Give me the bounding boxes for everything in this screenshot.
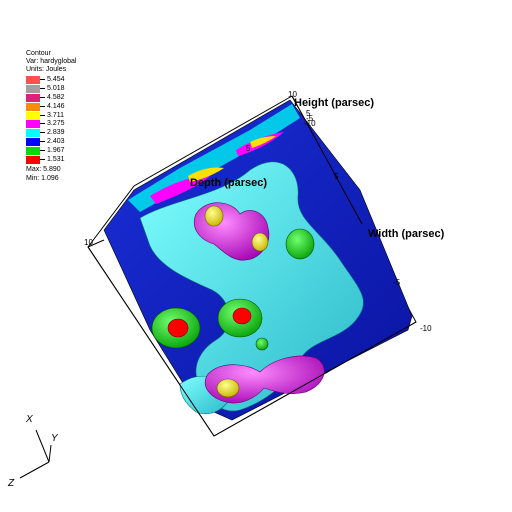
isosurface-red-center [232,307,252,325]
isosurface-cyan-top-face [128,104,300,212]
legend-tick-mark [40,132,45,134]
legend-min: Min: 1.096 [26,174,59,182]
legend-color-swatch [26,102,40,111]
legend-color-swatch [26,93,40,102]
legend-level-row: 4.582 [26,93,76,103]
legend-color-swatch [26,84,40,93]
legend-level-row: 2.839 [26,129,76,138]
legend-level-value: 1.531 [47,156,65,164]
legend-level-value: 4.582 [47,93,65,101]
tick-width-b: -5 [393,278,401,287]
legend-level-value: 2.403 [47,138,65,146]
legend-tick-mark [40,150,45,152]
contour-legend: Contour Var: hardyglobal Units: Joules 5… [26,50,76,183]
legend-color-swatch [26,156,40,165]
isosurface-magenta-top [150,176,210,204]
legend-tick-mark [40,79,45,80]
legend-level-row: 3.711 [26,111,76,121]
isosurface-green-right [285,228,315,260]
triad-z-label: Z [8,478,15,489]
triad-x-label: X [26,414,33,425]
tick-depth-b: 10 [84,238,93,247]
legend-tick-mark [40,159,45,161]
isosurface-yellow-upper-1 [204,205,224,227]
tick-width-a: 5 [334,172,339,181]
tick-height-a: 5 [306,109,311,118]
legend-level-value: 5.018 [47,84,65,92]
legend-level-row: 1.967 [26,147,76,156]
legend-tick-mark [40,96,45,98]
legend-level-row: 4.146 [26,102,76,112]
triad-z-axis [19,461,50,479]
legend-level-row: 5.018 [26,84,76,94]
legend-color-swatch [26,120,40,129]
legend-tick-mark [40,87,45,89]
tick-depth-a: 5 [246,144,251,153]
tick-height-top: 10 [288,90,297,99]
triad-x-axis [35,429,50,463]
legend-level-value: 1.967 [47,147,65,155]
legend-title: Contour [26,50,51,57]
legend-level-value: 3.275 [47,120,65,128]
legend-level-value: 4.146 [47,102,65,110]
legend-level-value: 5.454 [47,76,65,83]
isosurface-yellow-upper-2 [251,232,269,252]
bounding-box-front [87,246,417,437]
isosurface-yellow-top [188,167,224,182]
legend-color-swatch [26,138,40,147]
isosurface-yellow-lower [216,378,240,398]
legend-level-value: 3.711 [47,111,64,119]
triad-y-label: Y [51,433,58,444]
legend-max: Max: 5.890 [26,165,61,173]
isosurface-red-left [167,318,189,338]
legend-level-row: 5.454 [26,76,76,85]
legend-levels: 5.454 5.018 4.582 4.146 3.711 3.275 2.839 2.403… [26,76,76,165]
legend-level-value: 2.839 [47,129,65,137]
width-axis-line [291,95,363,225]
legend-tick-mark [40,105,45,107]
legend-color-swatch [26,147,40,156]
tick-height-b: -5 [306,114,314,123]
isosurface-yellow-top-2 [250,136,276,148]
legend-tick-mark [40,123,45,125]
tick-width-c: -10 [420,324,432,333]
legend-variable: Var: hardyglobal [26,58,77,65]
legend-tick-mark [40,141,45,143]
legend-level-row: 3.275 [26,120,76,129]
legend-level-row: 2.403 [26,138,76,147]
tick-height-c: -10 [304,119,316,128]
legend-color-swatch [26,111,40,120]
depth-axis-label: Depth (parsec) [190,177,268,189]
legend-color-swatch [26,76,40,84]
isosurface-green-small [255,337,269,351]
legend-tick-mark [40,114,45,116]
legend-units: Units: Joules [26,66,67,73]
legend-color-swatch [26,129,40,138]
height-axis-label: Height (parsec) [294,97,375,109]
legend-level-row: 1.531 [26,156,76,165]
triad-y-axis [48,444,52,463]
width-axis-label: Width (parsec) [368,228,445,240]
